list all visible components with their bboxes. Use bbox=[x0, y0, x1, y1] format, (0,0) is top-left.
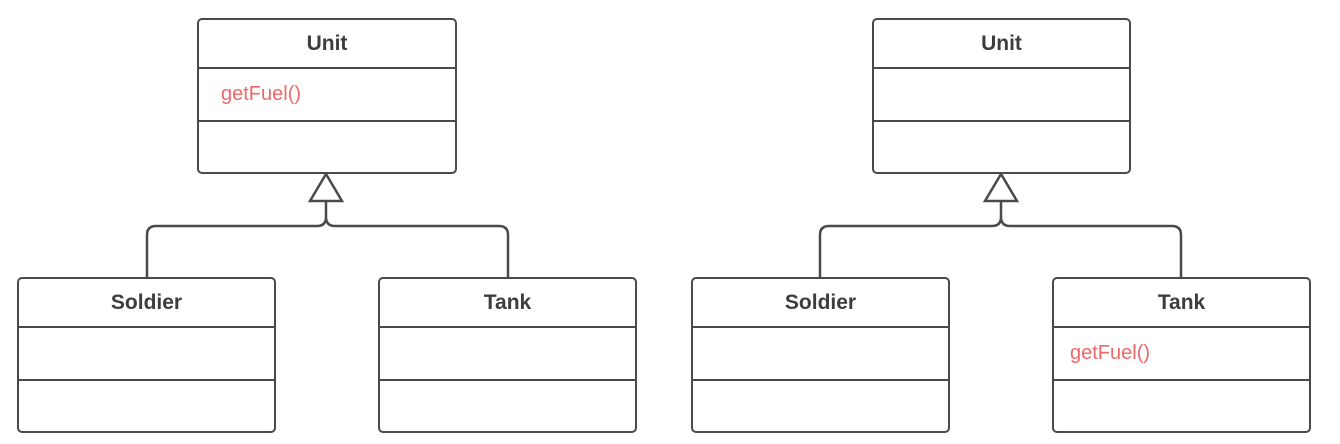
class-name: Soldier bbox=[784, 290, 857, 314]
class-member-compartment bbox=[19, 328, 274, 381]
class-member-compartment bbox=[693, 328, 948, 381]
class-name: Tank bbox=[483, 290, 532, 314]
class-empty-compartment bbox=[1054, 381, 1309, 431]
class-name: Unit bbox=[306, 31, 348, 55]
class-name: Soldier bbox=[110, 290, 183, 314]
class-member-compartment bbox=[874, 69, 1129, 122]
right-generalization-arrow bbox=[982, 171, 1020, 203]
class-name-compartment: Tank bbox=[1054, 279, 1309, 328]
right-unit-class[interactable]: Unit bbox=[872, 18, 1131, 174]
left-generalization-arrow bbox=[307, 171, 345, 203]
class-name-compartment: Unit bbox=[199, 20, 455, 69]
class-name: Unit bbox=[981, 31, 1022, 55]
right-tank-class[interactable]: Tank getFuel() bbox=[1052, 277, 1311, 433]
left-soldier-class[interactable]: Soldier bbox=[17, 277, 276, 433]
class-empty-compartment bbox=[693, 381, 948, 431]
class-name-compartment: Soldier bbox=[693, 279, 948, 328]
right-soldier-class[interactable]: Soldier bbox=[691, 277, 950, 433]
class-member-compartment bbox=[380, 328, 635, 381]
left-tank-class[interactable]: Tank bbox=[378, 277, 637, 433]
right-connector-lines bbox=[818, 201, 1183, 278]
class-member-compartment: getFuel() bbox=[199, 69, 455, 122]
left-inheritance-connector bbox=[145, 171, 510, 278]
class-name-compartment: Tank bbox=[380, 279, 635, 328]
class-name-compartment: Unit bbox=[874, 20, 1129, 69]
left-connector-lines bbox=[145, 201, 510, 278]
class-empty-compartment bbox=[19, 381, 274, 431]
class-member-compartment: getFuel() bbox=[1054, 328, 1309, 381]
left-unit-class[interactable]: Unit getFuel() bbox=[197, 18, 457, 174]
class-empty-compartment bbox=[380, 381, 635, 431]
method-label: getFuel() bbox=[1070, 342, 1151, 364]
class-empty-compartment bbox=[874, 122, 1129, 172]
class-name-compartment: Soldier bbox=[19, 279, 274, 328]
class-name: Tank bbox=[1157, 290, 1206, 314]
class-empty-compartment bbox=[199, 122, 455, 172]
right-inheritance-connector bbox=[818, 171, 1183, 278]
method-label: getFuel() bbox=[221, 83, 302, 105]
